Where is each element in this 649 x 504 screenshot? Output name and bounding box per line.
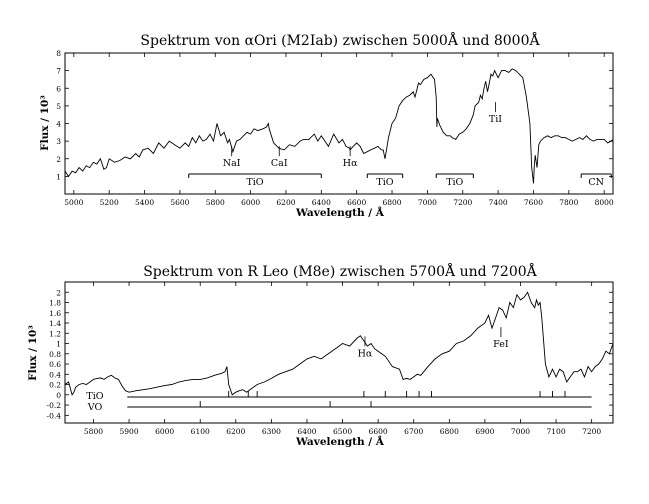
bottom-y-tick-label: 0.8 <box>49 350 61 359</box>
top-chart-layer: 5000 5200 5400 5600 5800 6000 6200 6400 6600 6800… <box>56 49 614 207</box>
top-x-tick-label: 7200 <box>453 198 472 207</box>
bottom-y-tick-label: 0.4 <box>49 370 61 379</box>
top-x-tick-label: 6800 <box>382 198 401 207</box>
top-x-axis-label: Wavelength / Å <box>295 205 385 219</box>
top-x-tick-label: 5800 <box>206 198 225 207</box>
top-y-tick-label: 5 <box>56 102 61 111</box>
bottom-y-tick-label: 1.8 <box>49 299 61 308</box>
bottom-x-tick-label: 7200 <box>582 427 601 436</box>
bottom-x-tick-label: 6200 <box>226 427 245 436</box>
bottom-x-tick-label: 6900 <box>475 427 494 436</box>
top-spectrum-line <box>64 68 614 184</box>
top-y-tick-label: 2 <box>56 155 61 164</box>
bottom-x-tick-label: 6700 <box>404 427 423 436</box>
bottom-y-tick-label: -0.2 <box>47 401 62 410</box>
top-line-label: Hα <box>343 158 358 169</box>
top-x-tick-label: 7800 <box>559 198 578 207</box>
bottom-line-label: Hα <box>358 348 373 359</box>
bottom-y-axis-label: Flux / 10³ <box>27 325 39 381</box>
bottom-x-tick-label: 7100 <box>547 427 566 436</box>
top-x-tick-label: 6200 <box>276 198 295 207</box>
top-band-label: TiO <box>446 177 463 188</box>
bottom-y-tick-label: 0.6 <box>49 360 61 369</box>
bottom-x-tick-label: 6100 <box>191 427 210 436</box>
top-y-tick-label: 6 <box>56 84 61 93</box>
top-x-tick-label: 7600 <box>524 198 543 207</box>
top-x-tick-label: 5400 <box>135 198 154 207</box>
top-x-tick-label: 6000 <box>241 198 260 207</box>
top-band-label: CN <box>588 177 604 188</box>
bottom-x-tick-label: 6000 <box>155 427 174 436</box>
top-band-label: TiO <box>246 177 263 188</box>
bottom-y-tick-label: 1.6 <box>49 309 61 318</box>
bottom-vo-band-label: VO <box>87 402 103 413</box>
top-x-tick-label: 7400 <box>489 198 508 207</box>
top-band-label: TiO <box>376 177 393 188</box>
bottom-x-axis-label: Wavelength / Å <box>295 434 385 448</box>
bottom-y-tick-label: 0.2 <box>49 381 61 390</box>
bottom-x-tick-label: 6300 <box>262 427 281 436</box>
top-x-tick-label: 5000 <box>64 198 83 207</box>
top-y-tick-label: 3 <box>56 137 61 146</box>
bottom-x-tick-label: 6500 <box>333 427 352 436</box>
bottom-y-tick-label: 1 <box>56 340 61 349</box>
bottom-x-tick-label: 5800 <box>84 427 103 436</box>
bottom-spectrum-line <box>64 291 614 396</box>
top-chart-title: Spektrum von αOri (M2Iab) zwischen 5000Å… <box>140 31 540 49</box>
top-x-tick-label: 5600 <box>170 198 189 207</box>
bottom-x-tick-label: 6600 <box>369 427 388 436</box>
bottom-x-tick-label: 7000 <box>511 427 530 436</box>
top-y-tick-label: 7 <box>56 67 61 76</box>
top-x-tick-label: 8000 <box>595 198 614 207</box>
top-y-tick-label: 8 <box>56 49 61 58</box>
top-x-tick-label: 6400 <box>312 198 331 207</box>
top-y-tick-label: 1 <box>56 172 61 181</box>
bottom-x-tick-label: 6400 <box>297 427 316 436</box>
bottom-x-tick-label: 6800 <box>440 427 459 436</box>
top-x-tick-label: 6600 <box>347 198 366 207</box>
bottom-y-tick-label: 1.4 <box>49 319 61 328</box>
top-line-label: TiI <box>489 114 502 125</box>
bottom-line-label: FeI <box>493 339 509 350</box>
top-y-tick-label: 4 <box>56 120 61 129</box>
top-x-tick-label: 7000 <box>418 198 437 207</box>
bottom-x-tick-label: 5900 <box>120 427 139 436</box>
bottom-y-tick-label: -0.4 <box>47 411 62 420</box>
bottom-chart-title: Spektrum von R Leo (M8e) zwischen 5700Å … <box>143 262 537 280</box>
bottom-plot-frame <box>64 281 614 424</box>
top-x-tick-label: 5200 <box>100 198 119 207</box>
bottom-y-tick-label: 1.2 <box>49 329 61 338</box>
bottom-y-tick-label: 0 <box>56 391 61 400</box>
top-line-label: NaI <box>223 158 241 169</box>
bottom-tio-band-label: TiO <box>86 391 103 402</box>
top-y-axis-label: Flux / 10³ <box>39 95 51 151</box>
bottom-chart-layer: 5800 5900 6000 6100 6200 6300 6400 6500 6600 6700… <box>47 282 614 436</box>
bottom-y-tick-label: 2 <box>56 288 61 297</box>
top-plot-frame <box>64 52 614 195</box>
top-line-label: CaI <box>271 158 288 169</box>
